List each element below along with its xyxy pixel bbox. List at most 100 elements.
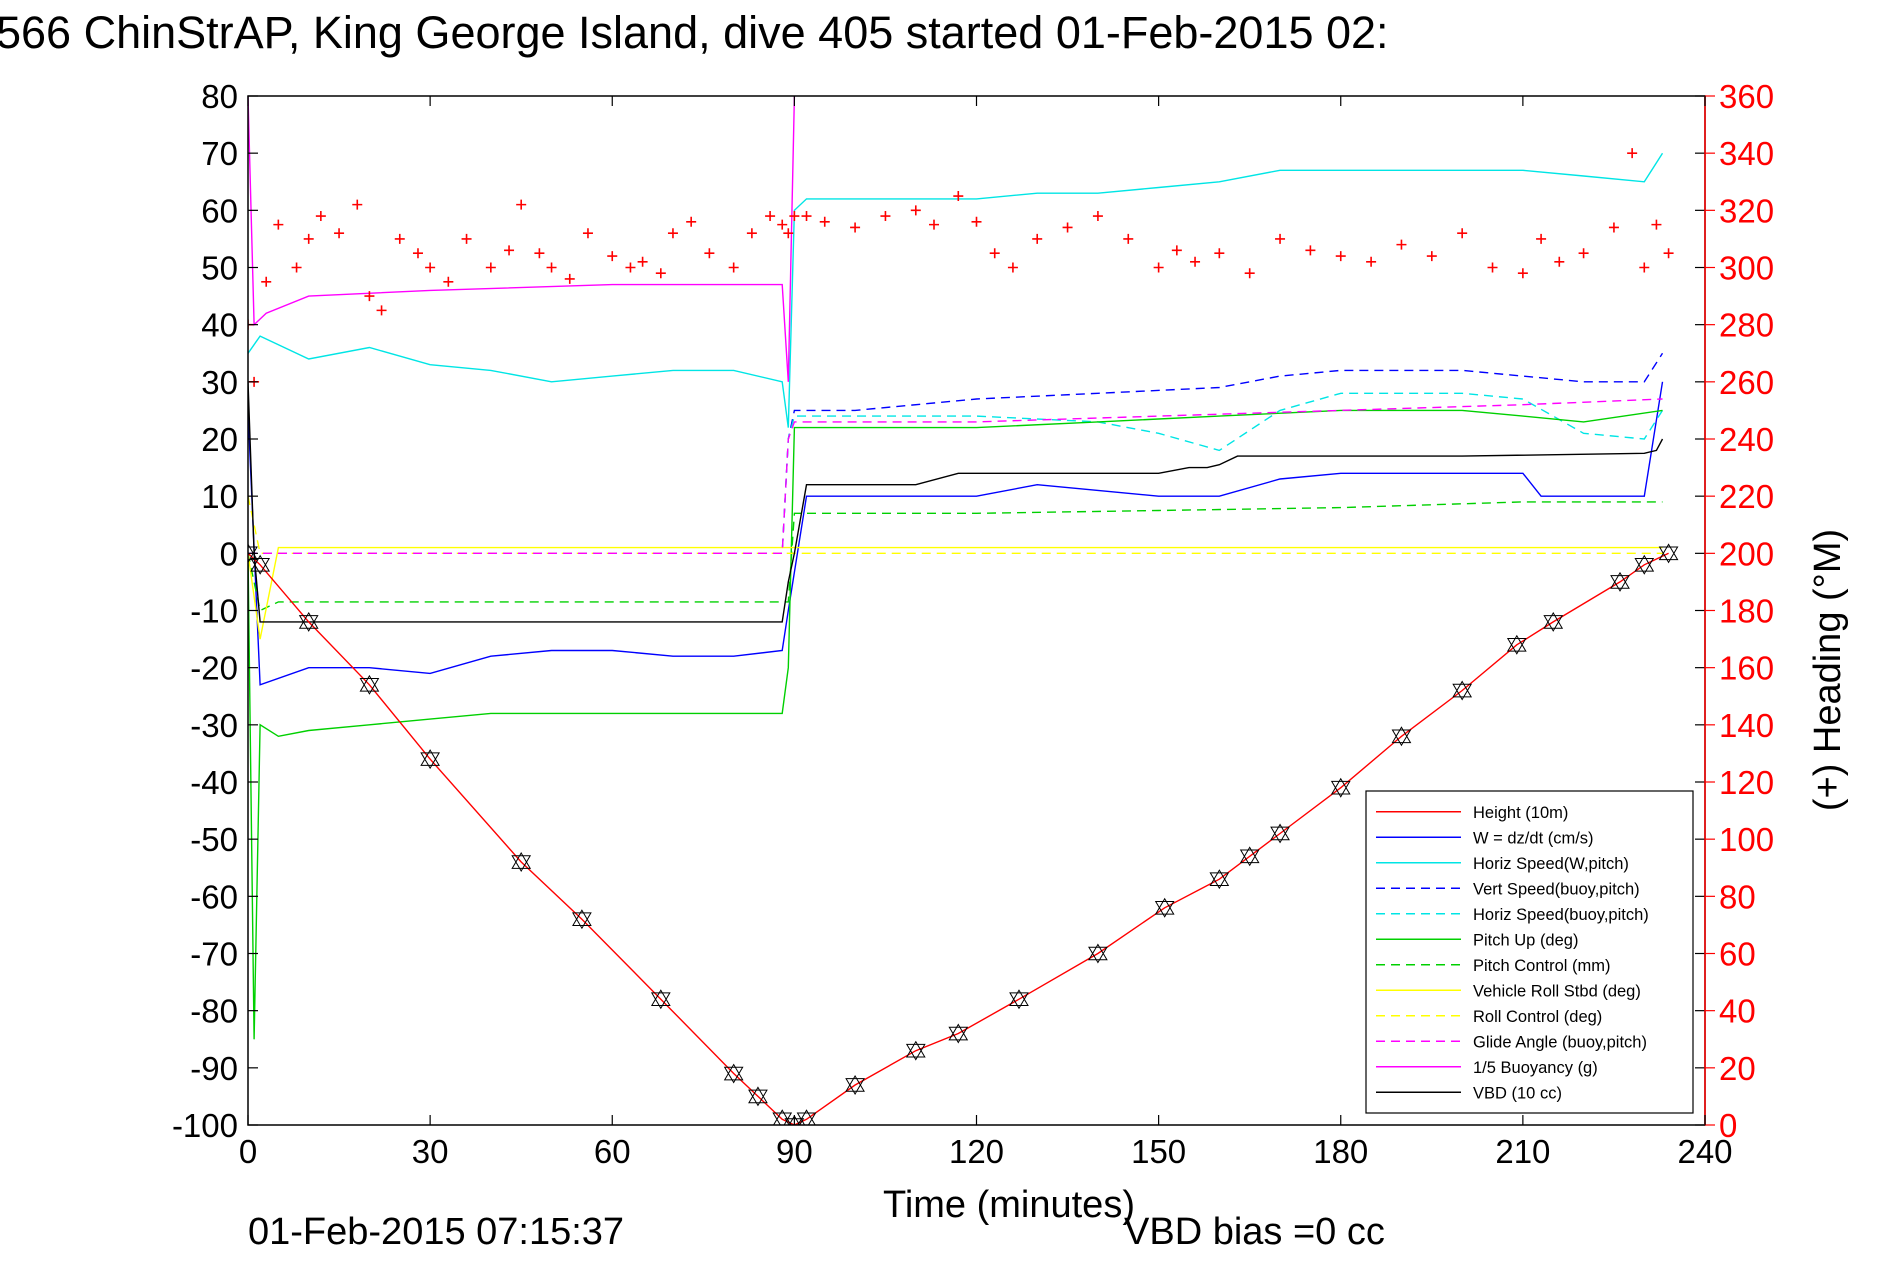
right-tick-label: 180	[1719, 593, 1774, 630]
series-line-vert-speed-buoy-pitch	[248, 352, 1664, 554]
heading-point	[504, 245, 515, 256]
heading-point	[1578, 248, 1589, 259]
heading-point	[1007, 262, 1018, 273]
series-roll-control-deg	[248, 496, 1663, 554]
left-tick-label: 50	[201, 250, 238, 287]
left-tick-label: 80	[201, 78, 238, 115]
heading-point	[989, 248, 1000, 259]
heading-point	[655, 268, 666, 279]
heading-point	[352, 199, 363, 210]
series-line-roll-control-deg	[248, 496, 1663, 554]
series-line-1-5-buoyancy-g	[248, 96, 796, 382]
heading-point	[1517, 268, 1528, 279]
heading-point	[315, 211, 326, 222]
heading-point	[1171, 245, 1182, 256]
legend-label: Glide Angle (buoy,pitch)	[1473, 1033, 1647, 1051]
legend-label: VBD (10 cc)	[1473, 1084, 1562, 1102]
heading-point	[1153, 262, 1164, 273]
left-tick-label: -80	[190, 993, 238, 1030]
height-point	[359, 674, 380, 695]
height-point	[248, 543, 258, 564]
height-point	[905, 1040, 926, 1061]
heading-point	[1214, 248, 1225, 259]
x-axis-label: Time (minutes)	[883, 1184, 1135, 1226]
heading-point	[728, 262, 739, 273]
x-tick-label: 90	[776, 1133, 813, 1170]
right-tick-label: 120	[1719, 764, 1774, 801]
timestamp-footer: 01-Feb-2015 07:15:37	[248, 1211, 624, 1253]
height-point	[1391, 726, 1412, 747]
right-tick-label: 80	[1719, 878, 1756, 915]
heading-point	[516, 199, 527, 210]
height-point	[1634, 554, 1655, 575]
legend-label: Vehicle Roll Stbd (deg)	[1473, 982, 1641, 1000]
legend-label: W = dz/dt (cm/s)	[1473, 829, 1594, 847]
legend-label: Height (10m)	[1473, 804, 1568, 822]
heading-point	[1608, 222, 1619, 233]
height-point	[948, 1023, 969, 1044]
height-point	[1270, 823, 1290, 844]
height-point	[1610, 571, 1630, 592]
plot-area	[248, 96, 1679, 1125]
height-point	[796, 1109, 817, 1125]
height-point	[845, 1074, 865, 1095]
right-tick-label: 0	[1719, 1107, 1737, 1144]
heading-point	[765, 211, 776, 222]
heading-point	[1396, 239, 1407, 250]
heading-point	[880, 211, 891, 222]
series-w-dz-dt-cm-s	[248, 381, 1664, 686]
x-tick-label: 120	[949, 1133, 1004, 1170]
left-tick-label: 10	[201, 478, 238, 515]
heading-point	[971, 216, 982, 227]
heading-point	[1244, 268, 1255, 279]
x-tick-label: 180	[1313, 1133, 1368, 1170]
series-horiz-speed-buoy-pitch	[248, 392, 1664, 554]
heading-point	[1335, 251, 1346, 262]
heading-point	[425, 262, 436, 273]
heading-point	[819, 216, 830, 227]
left-tick-label: -30	[190, 707, 238, 744]
height-point	[1009, 989, 1029, 1010]
heading-point	[1426, 251, 1437, 262]
series-heading	[248, 148, 1674, 387]
heading-point	[485, 262, 496, 273]
heading-point	[1663, 248, 1674, 259]
heading-point	[777, 219, 788, 230]
heading-point	[1123, 233, 1134, 244]
series-vert-speed-buoy-pitch	[248, 352, 1664, 554]
series-line-horiz-speed-buoy-pitch	[248, 392, 1664, 554]
left-tick-label: 20	[201, 421, 238, 458]
x-axis: 0 30 60 90 120 150 180 210 240	[239, 96, 1733, 1170]
heading-point	[376, 305, 387, 316]
series-pitch-control-mm	[248, 501, 1663, 612]
heading-point	[303, 233, 314, 244]
heading-point	[1627, 148, 1638, 159]
series-line-pitch-control-mm	[248, 501, 1663, 612]
heading-point	[261, 276, 272, 287]
chart-title: 566 ChinStrAP, King George Island, dive …	[0, 7, 1389, 58]
heading-point	[801, 211, 812, 222]
heading-point	[704, 248, 715, 259]
heading-point	[1305, 245, 1316, 256]
x-tick-label: 150	[1131, 1133, 1186, 1170]
legend: Height (10m) W = dz/dt (cm/s) Horiz Speed(…	[1365, 790, 1694, 1114]
left-tick-label: 70	[201, 135, 238, 172]
right-tick-label: 260	[1719, 364, 1774, 401]
right-axis: 3603403203002802602402202001801601401201…	[1704, 78, 1774, 1144]
legend-label: Roll Control (deg)	[1473, 1008, 1602, 1026]
heading-point	[607, 251, 618, 262]
height-point	[298, 611, 319, 632]
legend-label: Horiz Speed(buoy,pitch)	[1473, 906, 1649, 924]
x-tick-label: 30	[412, 1133, 449, 1170]
right-tick-label: 280	[1719, 307, 1774, 344]
height-point	[1154, 897, 1175, 918]
right-tick-label: 40	[1719, 993, 1756, 1030]
right-tick-label: 100	[1719, 821, 1774, 858]
series-line-height-10m	[248, 552, 1669, 1125]
x-tick-label: 210	[1495, 1133, 1550, 1170]
heading-point	[1275, 233, 1286, 244]
heading-point	[1190, 256, 1201, 267]
series-line-vehicle-roll-stbd-deg	[248, 546, 1663, 640]
right-tick-label: 340	[1719, 135, 1774, 172]
x-tick-label: 60	[594, 1133, 631, 1170]
